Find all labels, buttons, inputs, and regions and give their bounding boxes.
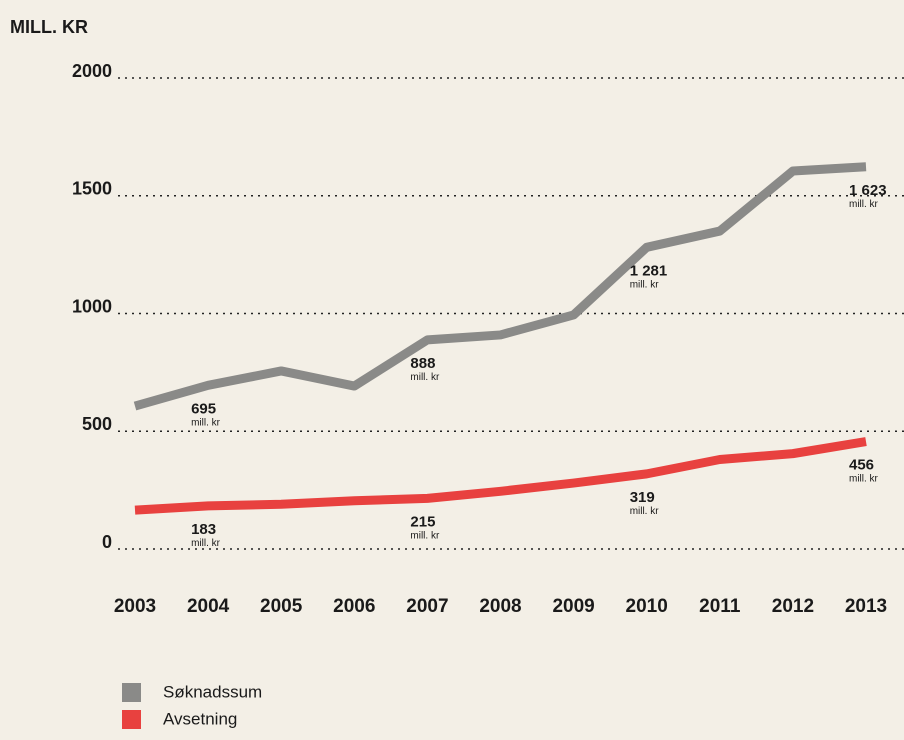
legend-swatch xyxy=(122,710,141,729)
data-label: 695 xyxy=(191,400,216,417)
data-label: 319 xyxy=(630,489,655,506)
data-label: 456 xyxy=(849,457,874,474)
data-label: 888 xyxy=(410,355,435,372)
x-tick-label: 2010 xyxy=(626,596,668,617)
y-tick-label: 0 xyxy=(102,532,112,552)
y-axis-label: MILL. KR xyxy=(10,17,88,37)
series-line xyxy=(133,162,867,411)
data-label: 1 281 xyxy=(630,262,668,279)
x-tick-label: 2007 xyxy=(406,596,448,617)
data-label-unit: mill. kr xyxy=(630,506,660,517)
legend-swatch xyxy=(122,683,141,702)
y-tick-label: 1500 xyxy=(72,179,112,199)
x-tick-label: 2003 xyxy=(114,596,156,617)
x-tick-label: 2013 xyxy=(845,596,887,617)
data-label: 183 xyxy=(191,521,216,538)
legend-label: Avsetning xyxy=(163,709,237,728)
data-label: 215 xyxy=(410,513,435,530)
x-tick-label: 2006 xyxy=(333,596,375,617)
data-label: 1 623 xyxy=(849,182,887,199)
data-label-unit: mill. kr xyxy=(191,417,221,428)
y-tick-label: 1000 xyxy=(72,296,112,316)
data-label-unit: mill. kr xyxy=(410,372,440,383)
x-tick-label: 2008 xyxy=(479,596,521,617)
data-label-unit: mill. kr xyxy=(630,279,660,290)
data-label-unit: mill. kr xyxy=(410,530,440,541)
series-line xyxy=(134,437,867,515)
x-tick-label: 2011 xyxy=(699,596,741,617)
y-tick-label: 500 xyxy=(82,414,112,434)
x-tick-label: 2009 xyxy=(552,596,594,617)
x-tick-label: 2012 xyxy=(772,596,814,617)
x-tick-label: 2004 xyxy=(187,596,230,617)
legend-label: Søknadssum xyxy=(163,682,262,701)
data-label-unit: mill. kr xyxy=(849,199,879,210)
y-tick-label: 2000 xyxy=(72,61,112,81)
x-tick-label: 2005 xyxy=(260,596,303,617)
data-label-unit: mill. kr xyxy=(849,474,879,485)
data-label-unit: mill. kr xyxy=(191,538,221,549)
